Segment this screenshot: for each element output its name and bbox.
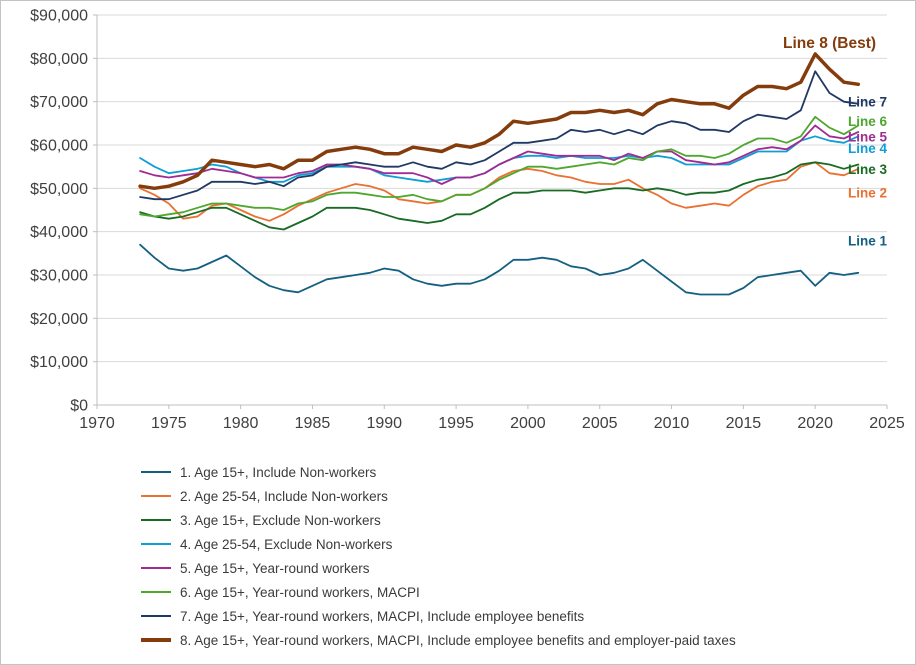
line-annotation: Line 5 — [848, 129, 888, 144]
y-axis-label: $80,000 — [30, 51, 88, 68]
legend-label: 6. Age 15+, Year-round workers, MACPI — [180, 584, 420, 600]
x-axis-label: 2015 — [726, 415, 762, 432]
line-annotation: Line 6 — [848, 114, 888, 129]
legend-label: 7. Age 15+, Year-round workers, MACPI, I… — [180, 608, 585, 624]
x-axis-label: 1975 — [151, 415, 187, 432]
legend-line-swatch — [141, 591, 171, 593]
income-line-chart: $0 $10,000 $20,000 $30,000 $40,000 $50,000 $60… — [30, 8, 905, 433]
series-line-3 — [139, 161, 860, 231]
legend-line-swatch — [141, 471, 171, 473]
legend-label: 1. Age 15+, Include Non-workers — [180, 464, 377, 480]
legend-item: 2. Age 25-54, Include Non-workers — [141, 484, 915, 508]
y-axis-label: $20,000 — [30, 311, 88, 328]
chart-legend: 1. Age 15+, Include Non-workers 2. Age 25… — [1, 446, 915, 652]
y-axis-label: $40,000 — [30, 224, 88, 241]
x-axis-label: 1970 — [79, 415, 115, 432]
legend-label: 3. Age 15+, Exclude Non-workers — [180, 512, 381, 528]
series-line-8 — [138, 52, 861, 191]
x-axis-label: 1980 — [223, 415, 259, 432]
legend-line-swatch — [141, 495, 171, 497]
series-line-6 — [139, 115, 860, 218]
legend-item: 7. Age 15+, Year-round workers, MACPI, I… — [141, 604, 915, 628]
legend-line-swatch — [141, 543, 171, 545]
line-annotation: Line 1 — [848, 233, 888, 248]
x-axis-label: 2005 — [582, 415, 618, 432]
line-annotation: Line 7 — [848, 95, 887, 110]
line-annotation: Line 8 (Best) — [783, 35, 876, 52]
line-annotation: Line 2 — [848, 186, 887, 201]
line-annotation: Line 3 — [848, 162, 888, 177]
y-axis-label: $60,000 — [30, 138, 88, 155]
x-axis-label: 2020 — [797, 415, 833, 432]
legend-item: 3. Age 15+, Exclude Non-workers — [141, 508, 915, 532]
series-line-5 — [139, 124, 860, 185]
y-axis-label: $70,000 — [30, 94, 88, 111]
legend-line-swatch — [141, 638, 171, 642]
y-axis-label: $10,000 — [30, 354, 88, 371]
legend-line-swatch — [141, 519, 171, 521]
x-axis-label: 2000 — [510, 415, 546, 432]
y-axis-label: $50,000 — [30, 181, 88, 198]
legend-item: 6. Age 15+, Year-round workers, MACPI — [141, 580, 915, 604]
legend-label: 8. Age 15+, Year-round workers, MACPI, I… — [180, 632, 736, 648]
y-axis-label: $90,000 — [30, 8, 88, 25]
legend-line-swatch — [141, 567, 171, 569]
x-axis-label: 1985 — [295, 415, 331, 432]
x-axis-label: 1995 — [438, 415, 474, 432]
y-axis-label: $0 — [70, 398, 88, 415]
legend-item: 8. Age 15+, Year-round workers, MACPI, I… — [141, 628, 915, 652]
legend-label: 2. Age 25-54, Include Non-workers — [180, 488, 388, 504]
legend-item: 1. Age 15+, Include Non-workers — [141, 460, 915, 484]
legend-line-swatch — [141, 615, 171, 617]
x-axis-label: 2025 — [869, 415, 905, 432]
x-axis-label: 2010 — [654, 415, 690, 432]
line-annotation: Line 4 — [848, 141, 888, 156]
legend-label: 5. Age 15+, Year-round workers — [180, 560, 370, 576]
legend-item: 4. Age 25-54, Exclude Non-workers — [141, 532, 915, 556]
series-line-2 — [139, 161, 860, 222]
x-axis-label: 1990 — [366, 415, 402, 432]
y-axis-label: $30,000 — [30, 268, 88, 285]
series-line-1 — [139, 243, 860, 296]
legend-item: 5. Age 15+, Year-round workers — [141, 556, 915, 580]
legend-label: 4. Age 25-54, Exclude Non-workers — [180, 536, 393, 552]
series-line-7 — [139, 70, 860, 201]
